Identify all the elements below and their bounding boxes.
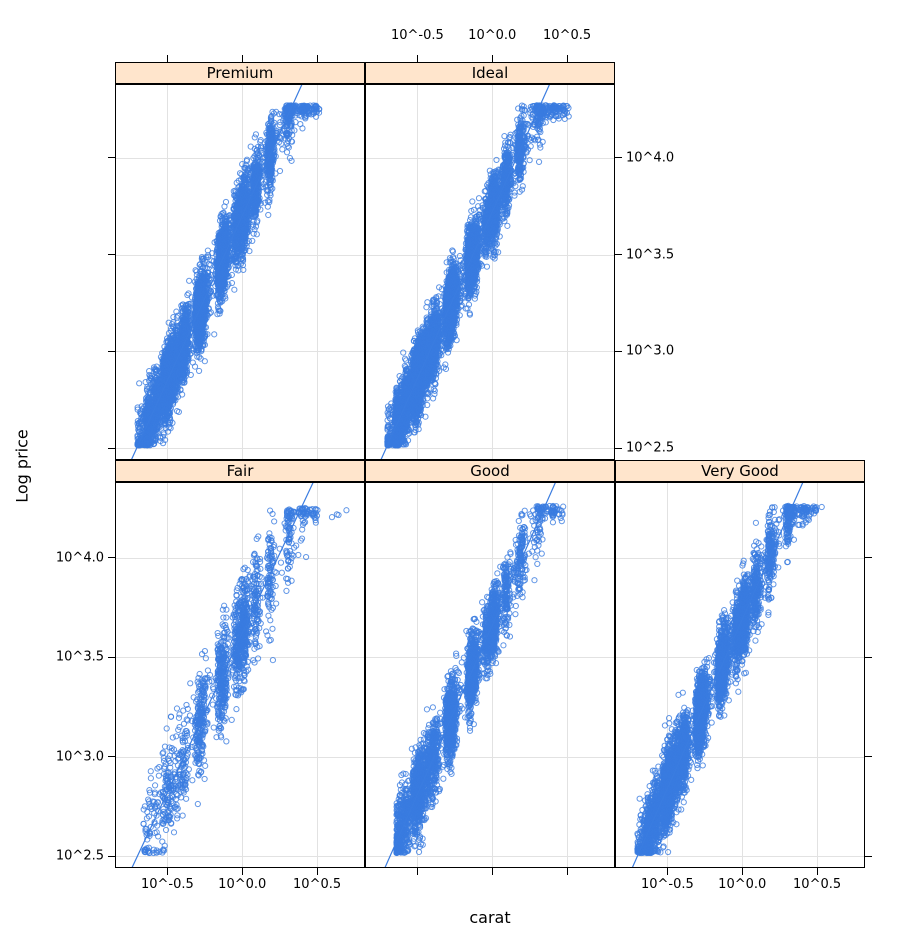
y-axis-title: Log price [12,429,32,503]
y-tick-label: 10^3.5 [626,247,675,263]
axis-tick [108,756,115,758]
axis-tick [865,756,872,758]
axis-tick [865,656,872,658]
strip-fair: Fair [115,460,365,482]
y-tick-label: 10^3.5 [55,649,104,665]
axis-tick [865,557,872,559]
axis-tick [491,868,493,875]
panel-canvas-very-good [615,482,865,868]
axis-tick [241,55,243,62]
y-tick-label: 10^3.0 [626,343,675,359]
strip-very-good: Very Good [615,460,865,482]
y-tick-label: 10^4.0 [626,150,675,166]
panel-ideal: Ideal [365,62,615,460]
panel-canvas-good [365,482,615,868]
axis-tick [816,868,818,875]
axis-tick [566,55,568,62]
x-axis-title: carat [469,908,511,927]
panel-canvas-premium [115,84,365,460]
x-tick-label: 10^0.0 [718,877,767,892]
axis-tick [108,557,115,559]
axis-tick [316,868,318,875]
x-tick-label: 10^0.0 [218,877,267,892]
panel-canvas-ideal [365,84,615,460]
x-tick-label: 10^0.0 [468,28,517,43]
axis-tick [416,55,418,62]
axis-tick [615,447,622,449]
panel-very-good: Very Good [615,460,865,868]
axis-tick [615,254,622,256]
strip-premium: Premium [115,62,365,84]
axis-tick [108,656,115,658]
x-tick-label: 10^0.5 [793,877,842,892]
axis-tick [108,855,115,857]
y-tick-label: 10^2.5 [626,440,675,456]
y-tick-label: 10^3.0 [55,749,104,765]
axis-tick [666,868,668,875]
panel-good: Good [365,460,615,868]
panel-fair: Fair [115,460,365,868]
axis-tick [741,868,743,875]
axis-tick [316,55,318,62]
strip-label: Very Good [701,462,779,480]
x-tick-label: 10^0.5 [543,28,592,43]
axis-tick [108,254,115,256]
axis-tick [166,55,168,62]
axis-tick [108,350,115,352]
x-tick-label: 10^-0.5 [140,877,194,892]
strip-label: Premium [206,64,274,82]
x-tick-label: 10^0.5 [293,877,342,892]
strip-label: Ideal [471,64,509,82]
y-tick-label: 10^4.0 [55,550,104,566]
axis-tick [108,447,115,449]
axis-tick [615,157,622,159]
axis-tick [108,157,115,159]
y-tick-label: 10^2.5 [55,848,104,864]
axis-tick [566,868,568,875]
axis-tick [416,868,418,875]
panel-premium: Premium [115,62,365,460]
x-tick-label: 10^-0.5 [390,28,444,43]
axis-tick [865,855,872,857]
axis-tick [615,350,622,352]
panel-canvas-fair [115,482,365,868]
axis-tick [491,55,493,62]
strip-label: Good [470,462,510,480]
strip-ideal: Ideal [365,62,615,84]
axis-tick [166,868,168,875]
axis-tick [241,868,243,875]
strip-label: Fair [226,462,254,480]
strip-good: Good [365,460,615,482]
x-tick-label: 10^-0.5 [640,877,694,892]
